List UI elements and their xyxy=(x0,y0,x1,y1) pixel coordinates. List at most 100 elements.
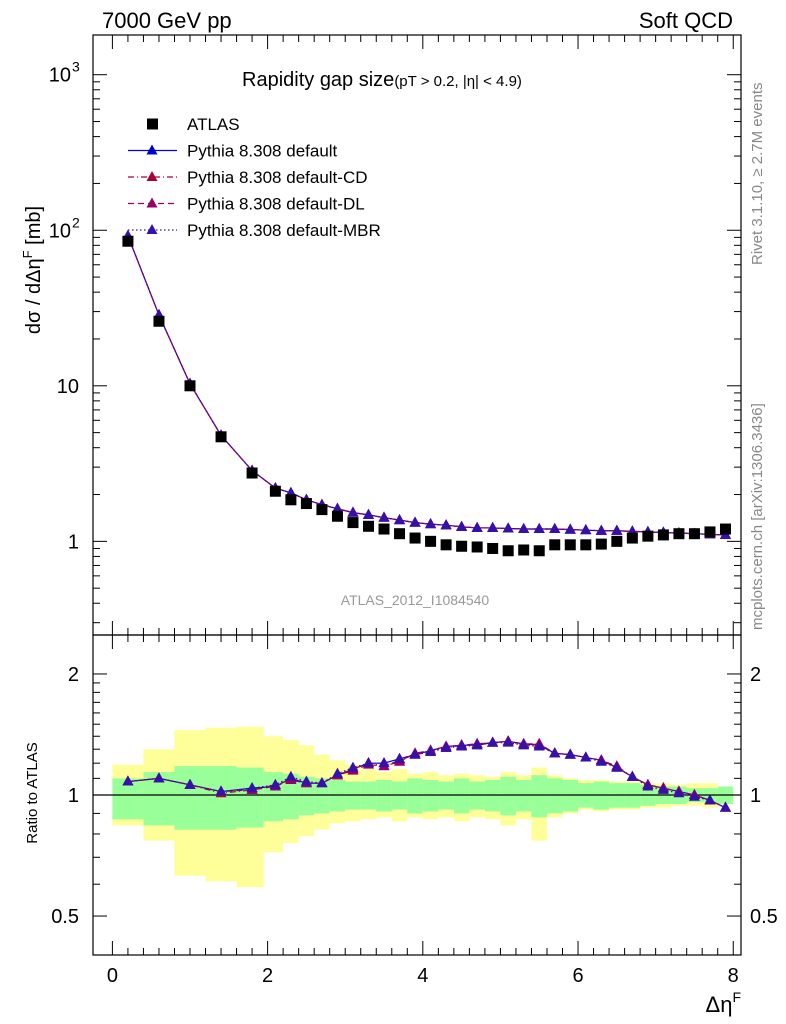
ratio-series-marker xyxy=(657,783,669,794)
series-line xyxy=(127,235,726,536)
data-point xyxy=(549,539,561,551)
legend-marker xyxy=(146,197,158,208)
data-point xyxy=(533,545,545,557)
x-label-sup: F xyxy=(732,989,741,1005)
ratio-y-axis-label: Ratio to ATLAS xyxy=(24,742,41,843)
ratio-series-marker xyxy=(394,752,406,763)
series-marker xyxy=(611,524,623,535)
ratio-y-tick-label-right: 2 xyxy=(750,664,761,686)
ratio-series-marker xyxy=(487,736,499,747)
series-0 xyxy=(122,229,731,812)
data-point xyxy=(394,528,406,540)
ratio-series-marker xyxy=(502,736,514,747)
x-tick-label: 8 xyxy=(728,965,739,987)
ratio-series-marker xyxy=(456,740,468,751)
ratio-series-marker xyxy=(184,778,196,789)
series-line xyxy=(127,235,726,536)
legend-label-data: ATLAS xyxy=(187,115,240,134)
series-marker xyxy=(456,520,468,531)
legend-marker-data xyxy=(147,118,158,130)
legend-marker xyxy=(146,171,158,181)
ratio-band-inner xyxy=(263,772,284,822)
data-points xyxy=(122,235,731,557)
legend-marker xyxy=(146,224,158,234)
x-tick-label: 6 xyxy=(572,965,583,987)
legend: ATLAS Pythia 8.308 default Pythia 8.308 de… xyxy=(128,115,381,240)
legend-marker xyxy=(146,144,158,155)
ratio-band-inner xyxy=(531,775,547,818)
chart-subtitle: (pT > 0.2, |η| < 4.9) xyxy=(394,73,522,90)
chart-title-main: Rapidity gap size xyxy=(242,69,394,91)
ratio-band-inner xyxy=(484,779,501,812)
analysis-tag: ATLAS_2012_I1084540 xyxy=(341,592,490,608)
ratio-band-inner xyxy=(174,766,206,830)
ratio-series-marker xyxy=(285,770,297,781)
ratio-band-inner xyxy=(283,773,299,820)
data-point xyxy=(300,498,312,510)
data-point xyxy=(362,520,374,532)
main-y-tick-label: 10 xyxy=(49,220,71,242)
data-point xyxy=(184,380,196,392)
ratio-series-marker xyxy=(704,794,716,805)
ratio-series-marker xyxy=(425,745,437,756)
ratio-series-marker xyxy=(564,748,576,759)
ratio-band-inner xyxy=(453,778,470,814)
data-point xyxy=(719,523,731,535)
mcplots-label: mcplots.cern.ch [arXiv:1306.3436] xyxy=(749,403,766,630)
series-marker xyxy=(362,508,374,519)
data-point xyxy=(285,494,297,506)
main-y-label-a: dσ / dΔη xyxy=(23,258,45,334)
ratio-series-marker xyxy=(362,757,374,768)
main-y-axis-label: dσ / dΔηF [mb] xyxy=(20,206,45,334)
series-marker xyxy=(425,518,437,529)
chart-title: Rapidity gap size(pT > 0.2, |η| < 4.9) xyxy=(242,69,522,91)
main-y-tick-label: 10 xyxy=(57,376,79,398)
ratio-y-tick-label: 2 xyxy=(68,664,79,686)
series-1 xyxy=(122,229,731,812)
data-point xyxy=(580,539,592,551)
data-point xyxy=(704,526,716,538)
ratio-series-marker xyxy=(409,748,421,759)
ratio-band-inner xyxy=(236,767,264,828)
data-point xyxy=(673,528,685,540)
x-tick-label: 4 xyxy=(417,965,428,987)
series-marker xyxy=(440,519,452,530)
data-point xyxy=(331,510,343,522)
ratio-series-marker xyxy=(269,778,281,789)
series-marker xyxy=(487,521,499,532)
legend-label: Pythia 8.308 default-DL xyxy=(187,195,365,214)
ratio-series-marker xyxy=(215,785,227,796)
series-line xyxy=(127,235,726,536)
data-point xyxy=(246,467,258,479)
series-marker xyxy=(533,523,545,534)
data-point xyxy=(215,431,227,443)
ratio-band-inner xyxy=(422,779,439,812)
ratio-band-inner xyxy=(205,766,237,830)
data-point xyxy=(456,540,468,552)
series-marker xyxy=(347,506,359,517)
ratio-series-marker xyxy=(549,747,561,758)
data-point xyxy=(657,529,669,541)
data-point xyxy=(518,544,530,556)
data-point xyxy=(611,535,623,547)
data-point xyxy=(688,528,700,540)
main-y-label-b: [mb] xyxy=(23,206,45,250)
series-line xyxy=(127,235,726,536)
ratio-y-tick-label: 1 xyxy=(68,785,79,807)
ratio-series-marker xyxy=(246,782,258,793)
series-marker xyxy=(331,502,343,513)
ratio-series-marker xyxy=(626,770,638,781)
ratio-series-marker xyxy=(300,775,312,786)
ratio-series-marker xyxy=(611,761,623,772)
data-point xyxy=(487,542,499,554)
data-point xyxy=(502,545,514,557)
ratio-series-marker xyxy=(347,761,359,772)
ratio-uncertainty-bands xyxy=(112,726,734,888)
main-y-tick-exponent: 3 xyxy=(72,59,80,75)
data-point xyxy=(564,539,576,551)
ratio-series-marker xyxy=(331,767,343,778)
ratio-band-inner xyxy=(407,778,423,814)
ratio-series-marker xyxy=(518,739,530,750)
series-marker xyxy=(564,523,576,534)
